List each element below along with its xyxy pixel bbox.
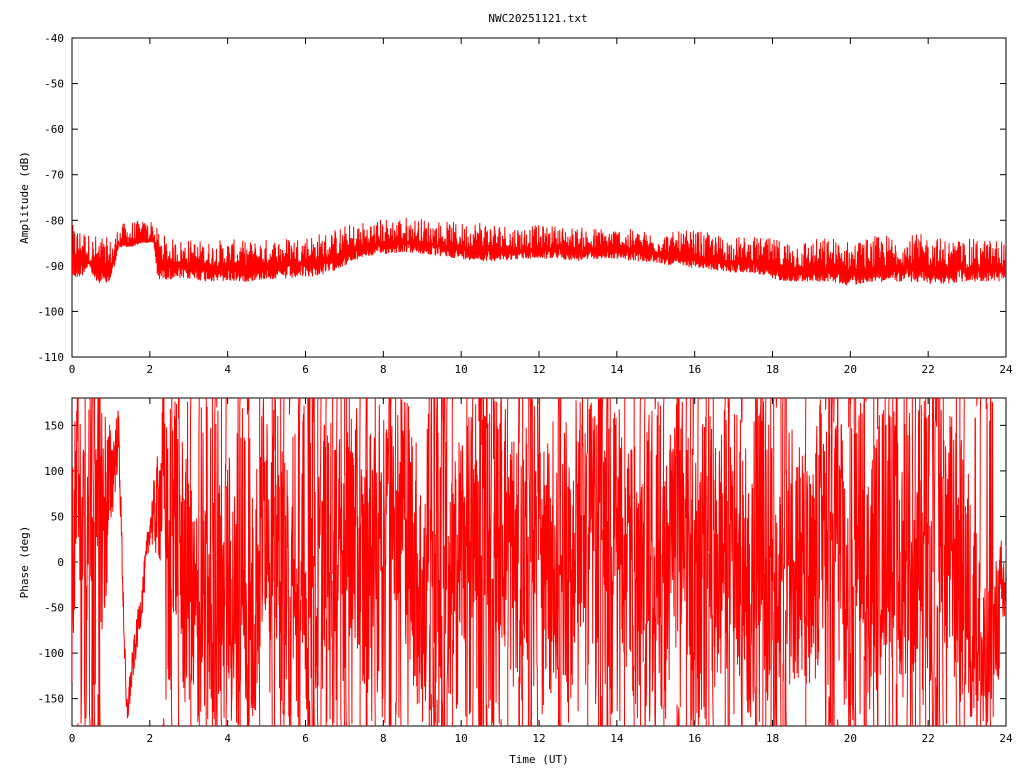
amp-xtick-label: 20 [844,363,857,376]
phase-xtick-label: 18 [766,732,779,745]
amp-xtick-label: 10 [455,363,468,376]
phase-ytick-label: -50 [44,602,64,615]
amp-ytick-label: -110 [38,351,65,364]
phase-series-line [72,398,1006,726]
phase-xtick-label: 0 [69,732,76,745]
phase-xtick-label: 20 [844,732,857,745]
phase-ytick-label: -100 [38,647,65,660]
amp-xtick-label: 18 [766,363,779,376]
phase-xlabel: Time (UT) [509,753,569,766]
phase-xtick-label: 2 [147,732,154,745]
phase-ytick-label: 100 [44,465,64,478]
phase-ytick-label: 0 [57,556,64,569]
amp-ytick-label: -60 [44,123,64,136]
amp-xtick-label: 12 [532,363,545,376]
amp-xtick-label: 4 [224,363,231,376]
amp-ytick-label: -100 [38,305,65,318]
amp-xtick-label: 14 [610,363,624,376]
phase-ytick-label: 150 [44,419,64,432]
amp-xtick-label: 24 [999,363,1013,376]
phase-xtick-label: 24 [999,732,1013,745]
amp-ytick-label: -80 [44,214,64,227]
amp-ytick-label: -40 [44,32,64,45]
phase-ytick-label: 50 [51,510,64,523]
amp-xtick-label: 6 [302,363,309,376]
phase-xtick-label: 22 [922,732,935,745]
phase-xtick-label: 6 [302,732,309,745]
amp-xtick-label: 2 [147,363,154,376]
phase-xtick-label: 16 [688,732,701,745]
phase-ytick-label: -150 [38,693,65,706]
amp-ytick-label: -70 [44,169,64,182]
amp-xtick-label: 8 [380,363,387,376]
chart-title: NWC20251121.txt [488,12,587,25]
amp-ytick-label: -50 [44,78,64,91]
amp-xtick-label: 16 [688,363,701,376]
phase-ylabel: Phase (deg) [18,526,31,599]
phase-xtick-label: 14 [610,732,624,745]
amp-xtick-label: 22 [922,363,935,376]
phase-xtick-label: 8 [380,732,387,745]
amp-ytick-label: -90 [44,260,64,273]
amp-ylabel: Amplitude (dB) [18,151,31,244]
amp-series-line [72,217,1006,286]
phase-xtick-label: 4 [224,732,231,745]
amp-frame [71,37,1007,358]
phase-xtick-label: 12 [532,732,545,745]
phase-xtick-label: 10 [455,732,468,745]
amp-xtick-label: 0 [69,363,76,376]
